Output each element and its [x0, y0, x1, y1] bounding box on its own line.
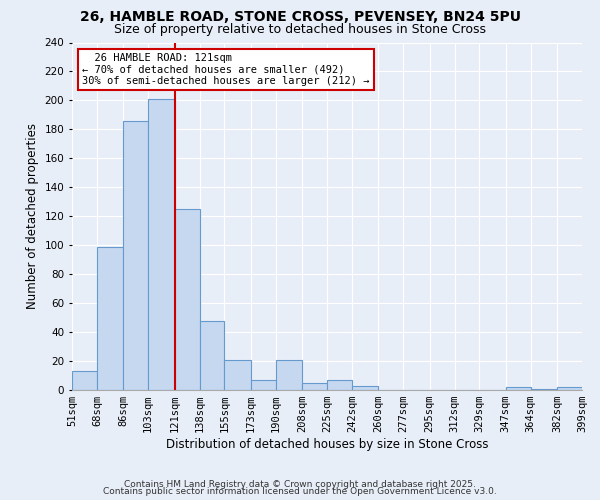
X-axis label: Distribution of detached houses by size in Stone Cross: Distribution of detached houses by size … [166, 438, 488, 451]
Bar [557, 387, 582, 390]
Y-axis label: Number of detached properties: Number of detached properties [26, 123, 39, 309]
Bar [224, 360, 251, 390]
Bar [123, 120, 148, 390]
Bar [276, 360, 302, 390]
Bar [531, 388, 557, 390]
Bar [97, 246, 123, 390]
Bar [72, 371, 97, 390]
Bar [199, 320, 224, 390]
Bar [175, 209, 199, 390]
Bar [327, 380, 352, 390]
Text: 26 HAMBLE ROAD: 121sqm
← 70% of detached houses are smaller (492)
30% of semi-de: 26 HAMBLE ROAD: 121sqm ← 70% of detached… [82, 53, 370, 86]
Bar [352, 386, 378, 390]
Text: Size of property relative to detached houses in Stone Cross: Size of property relative to detached ho… [114, 22, 486, 36]
Text: Contains public sector information licensed under the Open Government Licence v3: Contains public sector information licen… [103, 487, 497, 496]
Bar [148, 99, 175, 390]
Bar [251, 380, 276, 390]
Bar [506, 387, 531, 390]
Text: 26, HAMBLE ROAD, STONE CROSS, PEVENSEY, BN24 5PU: 26, HAMBLE ROAD, STONE CROSS, PEVENSEY, … [79, 10, 521, 24]
Text: Contains HM Land Registry data © Crown copyright and database right 2025.: Contains HM Land Registry data © Crown c… [124, 480, 476, 489]
Bar [302, 383, 327, 390]
